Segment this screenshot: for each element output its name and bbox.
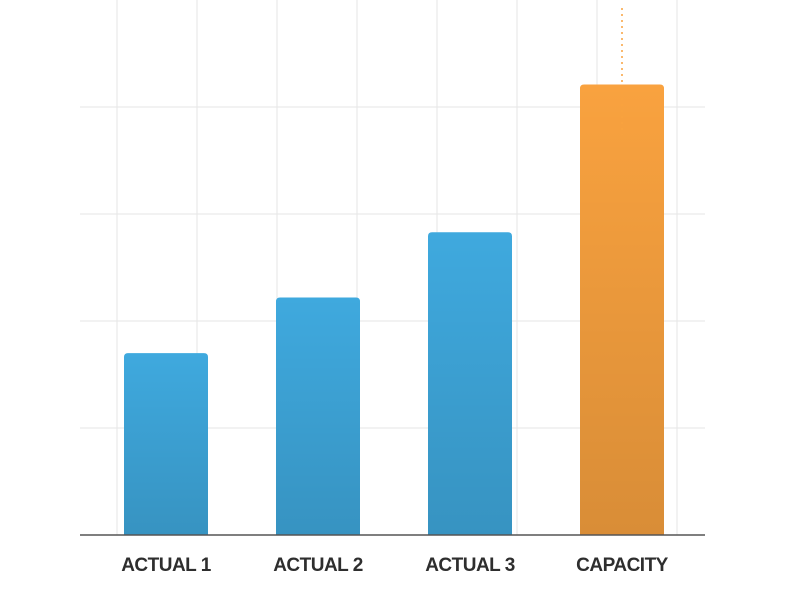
x-tick-label: CAPACITY: [576, 555, 669, 576]
bar-shade: [124, 353, 208, 535]
bar-shade: [580, 84, 664, 535]
bar-shade: [428, 232, 512, 535]
x-tick-label: ACTUAL 3: [425, 555, 515, 576]
x-tick-label: ACTUAL 2: [273, 555, 363, 576]
bar-shade: [276, 297, 360, 535]
x-tick-label: ACTUAL 1: [121, 555, 212, 576]
